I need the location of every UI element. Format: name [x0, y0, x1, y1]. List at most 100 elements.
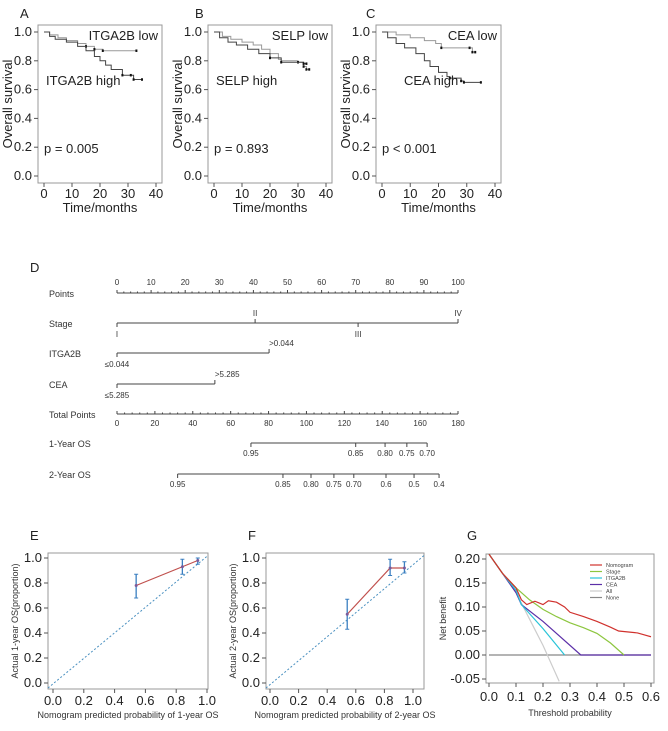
x-tick-label: 40 — [149, 186, 163, 201]
total-tick-label: 100 — [300, 419, 314, 428]
calibration-point — [402, 566, 406, 570]
y-tick-label: 0.00 — [455, 647, 480, 662]
legend-label: None — [606, 596, 619, 602]
y-tick-label: 0.10 — [455, 599, 480, 614]
x-tick-label: 40 — [488, 186, 502, 201]
points-tick-label: 10 — [147, 278, 156, 287]
y-tick-label: 0.20 — [455, 551, 480, 566]
outcome-tick-label: 0.80 — [303, 480, 319, 489]
x-tick-label: 0.6 — [347, 693, 365, 708]
level-label: I — [116, 330, 118, 339]
series-label-low: ITGA2B low — [89, 28, 159, 43]
total-tick-label: 120 — [338, 419, 352, 428]
y-tick-label: 0.2 — [352, 139, 370, 154]
x-tick-label: 20 — [263, 186, 277, 201]
x-axis-label: Time/months — [401, 200, 476, 215]
row-label-cea: CEA — [49, 380, 68, 390]
total-tick-label: 160 — [413, 419, 427, 428]
x-tick-label: 0 — [210, 186, 217, 201]
plot-frame-a — [37, 24, 163, 184]
y-tick-label: 0.0 — [352, 168, 370, 183]
level-label: IV — [454, 309, 462, 318]
x-tick-label: 0.0 — [480, 689, 498, 704]
x-axis-label: Time/months — [233, 200, 308, 215]
p-value: p < 0.001 — [382, 141, 437, 156]
y-axis-label: Overall survival — [170, 59, 185, 148]
level-label: III — [355, 330, 362, 339]
row-label-total-points: Total Points — [49, 410, 96, 420]
legend-label: CEA — [606, 583, 618, 589]
y-tick-label: -0.05 — [450, 671, 480, 686]
calibration-point — [345, 612, 349, 616]
level-label: >5.285 — [215, 370, 240, 379]
series-label-high: ITGA2B high — [46, 73, 120, 88]
x-tick-label: 0.8 — [375, 693, 393, 708]
ideal-diagonal-line — [265, 555, 425, 689]
x-tick-label: 0.4 — [588, 689, 606, 704]
y-tick-label: 0.4 — [14, 110, 32, 125]
outcome-tick-label: 0.75 — [399, 449, 415, 458]
x-axis-label: Nomogram predicted probability of 1-year… — [37, 710, 218, 720]
total-tick-label: 140 — [376, 419, 390, 428]
y-tick-label: 0.05 — [455, 623, 480, 638]
y-tick-label: 0.15 — [455, 575, 480, 590]
dca-plot-area — [486, 554, 654, 683]
y-axis-label: Net benefit — [438, 596, 448, 640]
points-tick-label: 30 — [215, 278, 224, 287]
panel-label-g: G — [467, 528, 477, 543]
calibration-line — [346, 567, 405, 615]
y-tick-label: 0.4 — [242, 625, 260, 640]
x-tick-label: 0.2 — [534, 689, 552, 704]
p-value: p = 0.893 — [214, 141, 269, 156]
y-tick-label: 0.4 — [24, 625, 42, 640]
points-tick-label: 80 — [385, 278, 394, 287]
y-tick-label: 0.0 — [14, 168, 32, 183]
outcome-tick-label: 0.85 — [348, 449, 364, 458]
y-tick-label: 0.2 — [242, 650, 260, 665]
x-tick-label: 30 — [291, 186, 305, 201]
total-tick-label: 60 — [226, 419, 235, 428]
x-tick-label: 0.5 — [615, 689, 633, 704]
x-tick-label: 1.0 — [404, 693, 422, 708]
y-tick-label: 0.8 — [24, 575, 42, 590]
row-label-itga2b: ITGA2B — [49, 349, 81, 359]
y-tick-label: 0.2 — [14, 139, 32, 154]
level-label: ≤5.285 — [105, 391, 130, 400]
y-axis-label: Overall survival — [0, 59, 15, 148]
y-tick-label: 0.6 — [242, 600, 260, 615]
total-tick-label: 180 — [451, 419, 465, 428]
row-label-stage: Stage — [49, 319, 73, 329]
y-tick-label: 1.0 — [14, 24, 32, 39]
row-label-outcome: 1-Year OS — [49, 439, 91, 449]
y-tick-label: 1.0 — [352, 24, 370, 39]
x-tick-label: 0.6 — [136, 693, 154, 708]
km-curve-cea-low — [382, 31, 476, 53]
y-tick-label: 0.0 — [184, 168, 202, 183]
points-tick-label: 100 — [451, 278, 465, 287]
plot-frame-c — [375, 24, 502, 184]
y-tick-label: 0.6 — [24, 600, 42, 615]
series-label-high: CEA high — [404, 73, 458, 88]
total-tick-label: 20 — [150, 419, 159, 428]
outcome-tick-label: 0.5 — [408, 480, 420, 489]
x-tick-label: 0.3 — [561, 689, 579, 704]
x-tick-label: 20 — [93, 186, 107, 201]
x-tick-label: 10 — [403, 186, 417, 201]
panel-label-f: F — [248, 528, 256, 543]
y-tick-label: 0.6 — [14, 82, 32, 97]
x-tick-label: 10 — [65, 186, 79, 201]
x-axis-label: Threshold probability — [528, 708, 612, 718]
outcome-tick-label: 0.80 — [377, 449, 393, 458]
points-tick-label: 60 — [317, 278, 326, 287]
x-tick-label: 0.0 — [261, 693, 279, 708]
x-axis-label: Time/months — [63, 200, 138, 215]
x-tick-label: 0.1 — [507, 689, 525, 704]
legend-label: ITGA2B — [606, 576, 626, 582]
legend-label: Nomogram — [606, 563, 634, 569]
x-tick-label: 30 — [460, 186, 474, 201]
km-curve-cea-high — [382, 31, 481, 83]
x-tick-label: 0.4 — [106, 693, 124, 708]
panel-label-c: C — [366, 6, 375, 21]
y-tick-label: 0.6 — [352, 82, 370, 97]
y-axis-label: Overall survival — [338, 59, 353, 148]
